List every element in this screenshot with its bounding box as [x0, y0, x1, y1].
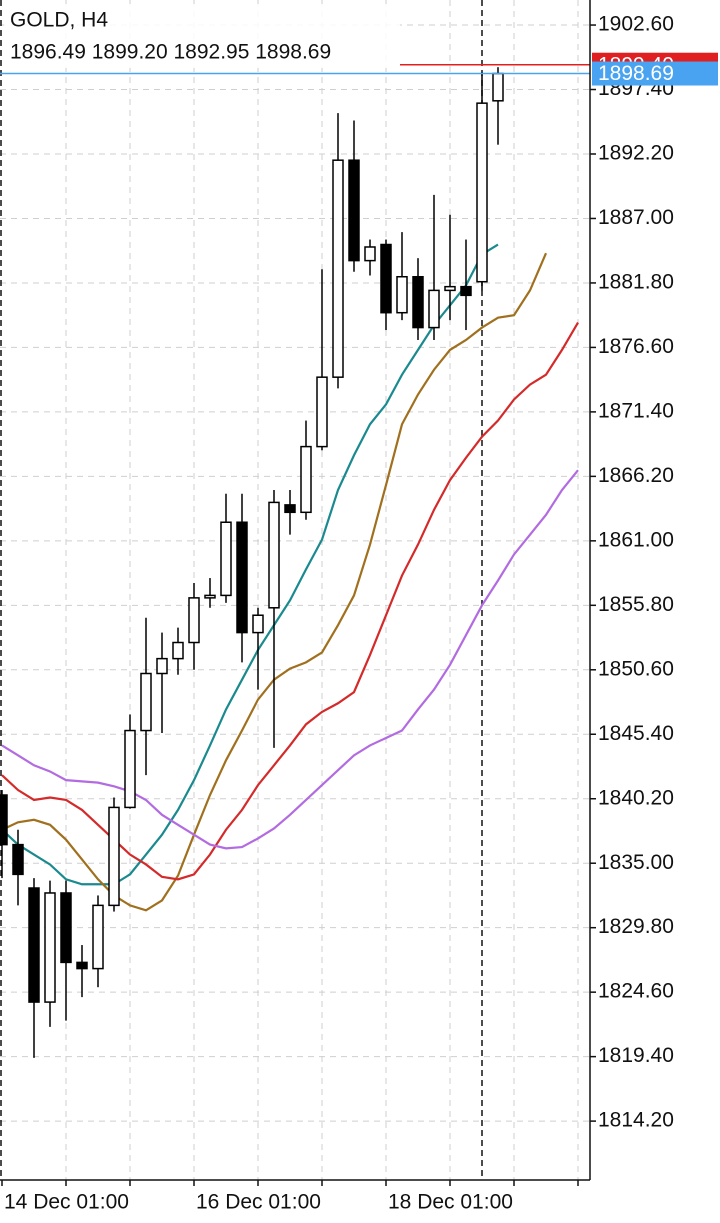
- candle-body: [412, 275, 424, 329]
- price-label-bg: [592, 61, 718, 86]
- candle-body: [156, 657, 168, 675]
- y-tick-label: 1835.00: [598, 851, 674, 874]
- candle-body: [332, 159, 344, 378]
- candle-body: [0, 794, 8, 846]
- y-tick-label: 1866.20: [598, 464, 674, 487]
- candle-body: [316, 376, 328, 448]
- y-tick-label: 1892.20: [598, 142, 674, 165]
- candle-body: [348, 159, 360, 262]
- candle-body: [476, 102, 488, 283]
- y-tick-label: 1902.60: [598, 13, 674, 36]
- y-tick-label: 1855.80: [598, 593, 674, 616]
- y-tick-label: 1819.40: [598, 1044, 674, 1067]
- candle-body: [204, 594, 216, 599]
- moving-average: [1, 243, 499, 886]
- candle-body: [284, 504, 296, 514]
- moving-average: [1, 469, 579, 850]
- x-tick-label: 16 Dec 01:00: [196, 1191, 321, 1214]
- y-tick-label: 1861.00: [598, 528, 674, 551]
- candle-body: [124, 729, 136, 809]
- candle-body: [172, 641, 184, 660]
- candle-body: [396, 275, 408, 314]
- x-tick-label: 18 Dec 01:00: [388, 1191, 513, 1214]
- y-tick-label: 1845.40: [598, 722, 674, 745]
- indicators: [1, 243, 579, 912]
- candle-body: [380, 243, 392, 314]
- ohlc-readout: 1896.49 1899.20 1892.95 1898.69: [10, 41, 331, 64]
- candle-body: [12, 843, 24, 876]
- candle-body: [444, 285, 456, 292]
- candle-body: [92, 904, 104, 970]
- y-tick-label: 1887.00: [598, 206, 674, 229]
- y-tick-label: 1814.20: [598, 1109, 674, 1132]
- candle-body: [300, 445, 312, 514]
- price-lines: [0, 63, 590, 75]
- price-label: 1898.69: [598, 62, 674, 85]
- y-tick-label: 1876.60: [598, 335, 674, 358]
- y-tick-label: 1881.80: [598, 270, 674, 293]
- candle-body: [492, 72, 504, 102]
- moving-average: [1, 322, 579, 881]
- chart-title: GOLD, H4: [10, 9, 108, 32]
- candle-body: [140, 672, 152, 732]
- candle-body: [364, 246, 376, 262]
- candle-body: [268, 501, 280, 609]
- candle-body: [236, 521, 248, 634]
- header-bg: [4, 4, 400, 68]
- candle-body: [60, 892, 72, 964]
- candle-body: [428, 289, 440, 329]
- candles: [0, 67, 504, 1058]
- y-tick-label: 1840.20: [598, 786, 674, 809]
- candle-body: [220, 521, 232, 597]
- x-tick-label: 14 Dec 01:00: [4, 1191, 129, 1214]
- candle-body: [252, 614, 264, 634]
- candle-body: [28, 887, 40, 1003]
- candle-body: [44, 892, 56, 1003]
- candle-body: [76, 961, 88, 970]
- candle-body: [188, 597, 200, 644]
- axes: 1902.601897.401892.201887.001881.801876.…: [1, 13, 718, 1214]
- y-tick-label: 1850.60: [598, 657, 674, 680]
- y-tick-label: 1824.60: [598, 980, 674, 1003]
- y-tick-label: 1871.40: [598, 399, 674, 422]
- candle-body: [460, 285, 472, 297]
- y-tick-label: 1829.80: [598, 915, 674, 938]
- candle-body: [108, 806, 120, 907]
